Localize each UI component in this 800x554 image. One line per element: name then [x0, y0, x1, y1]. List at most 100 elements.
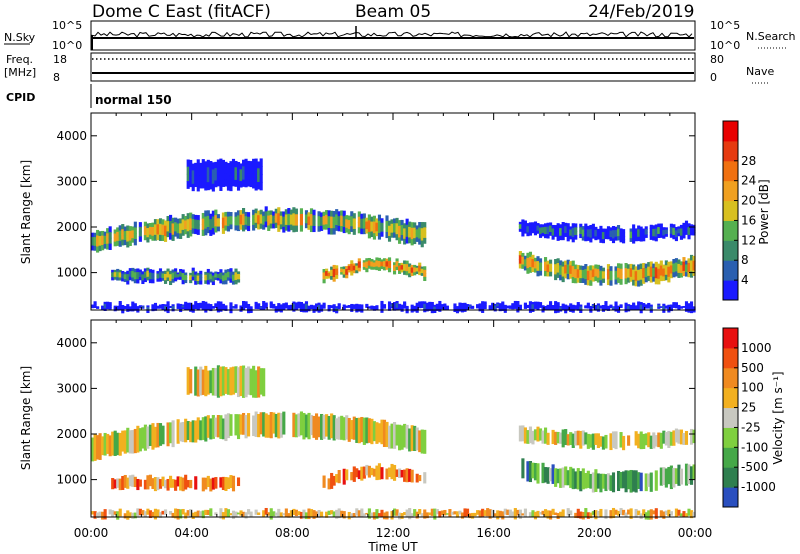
- power-cell: [541, 224, 545, 228]
- power-cell: [131, 277, 135, 282]
- velocity-cell: [624, 512, 628, 517]
- velocity-cell: [103, 509, 107, 520]
- power-cell: [226, 216, 231, 222]
- velocity-cell: [204, 416, 208, 442]
- power-cell: [601, 308, 605, 311]
- velocity-y-label: Slant Range [km]: [19, 366, 33, 470]
- power-cell: [355, 309, 359, 313]
- power-cell: [196, 159, 200, 168]
- power-cell: [181, 219, 185, 226]
- power-cell: [684, 272, 689, 277]
- velocity-cell: [151, 511, 155, 518]
- power-cell: [546, 226, 550, 231]
- power-cell: [551, 232, 555, 237]
- power-cell: [420, 268, 424, 272]
- power-cell: [121, 304, 125, 308]
- power-cell: [410, 267, 414, 271]
- power-cell: [413, 272, 417, 276]
- power-cell: [390, 303, 394, 305]
- power-cell: [219, 158, 223, 168]
- velocity-cell: [521, 513, 525, 516]
- power-cell: [458, 306, 462, 310]
- power-cell: [304, 210, 309, 216]
- power-cell: [239, 214, 243, 221]
- velocity-cell: [307, 508, 311, 520]
- velocity-cell: [370, 418, 374, 445]
- power-cell: [589, 275, 593, 281]
- velocity-cell: [476, 510, 480, 515]
- velocity-cell: [579, 471, 583, 492]
- power-cell: [410, 222, 414, 229]
- power-cell: [649, 261, 653, 268]
- power-cell: [294, 219, 298, 227]
- velocity-cell: [234, 414, 238, 436]
- power-cell: [199, 270, 203, 275]
- velocity-cell: [667, 466, 671, 485]
- velocity-cell: [337, 508, 341, 519]
- velocity-cell: [440, 510, 444, 516]
- power-cell: [196, 219, 200, 226]
- power-cell: [269, 301, 273, 304]
- power-cell: [649, 232, 653, 237]
- power-cell: [627, 305, 631, 309]
- power-cell: [549, 225, 553, 230]
- power-cell: [108, 237, 112, 245]
- velocity-cell: [106, 433, 110, 454]
- velocity-cell: [634, 508, 638, 518]
- velocity-cell: [367, 508, 371, 519]
- power-cell: [254, 208, 258, 214]
- power-cell: [158, 223, 163, 230]
- power-cell: [476, 305, 480, 307]
- power-cell: [327, 216, 331, 223]
- power-cell: [294, 302, 298, 305]
- power-cell: [390, 223, 394, 229]
- power-cell: [682, 261, 686, 267]
- power-cell: [362, 262, 366, 266]
- velocity-cell: [136, 508, 140, 517]
- power-cell: [684, 227, 689, 232]
- velocity-cell: [219, 366, 223, 397]
- velocity-cell: [314, 413, 319, 440]
- power-cell: [614, 233, 618, 238]
- power-cell: [662, 305, 666, 309]
- velocity-cell: [561, 509, 565, 517]
- power-cell: [415, 302, 419, 306]
- power-cell: [387, 260, 392, 266]
- power-cell: [337, 225, 341, 232]
- station-title: Dome C East (fitACF): [92, 2, 271, 22]
- velocity-cell: [272, 511, 276, 517]
- power-cell: [637, 301, 641, 305]
- power-cell: [294, 305, 298, 309]
- velocity-cell: [463, 508, 467, 518]
- power-cell: [619, 235, 623, 239]
- power-cell: [345, 227, 349, 233]
- power-cell: [375, 306, 379, 309]
- power-cell: [632, 304, 636, 307]
- power-cell: [647, 271, 651, 277]
- velocity-cell: [327, 478, 331, 490]
- power-cell: [564, 226, 568, 231]
- power-cell: [335, 224, 339, 231]
- velocity-cell: [229, 513, 233, 516]
- power-cell: [531, 267, 535, 273]
- velocity-cell: [372, 421, 376, 442]
- power-cell: [689, 271, 694, 278]
- power-cell: [367, 231, 371, 239]
- power-cell: [113, 233, 117, 239]
- power-cell: [669, 227, 673, 232]
- power-cell: [254, 218, 258, 224]
- power-cell: [91, 306, 95, 308]
- power-cell: [579, 304, 583, 308]
- power-cell: [234, 160, 238, 168]
- power-cell: [591, 230, 595, 236]
- power-cell: [644, 226, 648, 230]
- velocity-cell: [531, 510, 535, 518]
- power-cell: [118, 235, 122, 242]
- power-cell: [143, 274, 147, 279]
- velocity-cell: [594, 433, 598, 445]
- power-cell: [257, 168, 261, 176]
- power-cell: [146, 305, 150, 308]
- power-cell: [528, 231, 533, 236]
- power-cell: [352, 265, 356, 269]
- velocity-cell: [639, 472, 643, 492]
